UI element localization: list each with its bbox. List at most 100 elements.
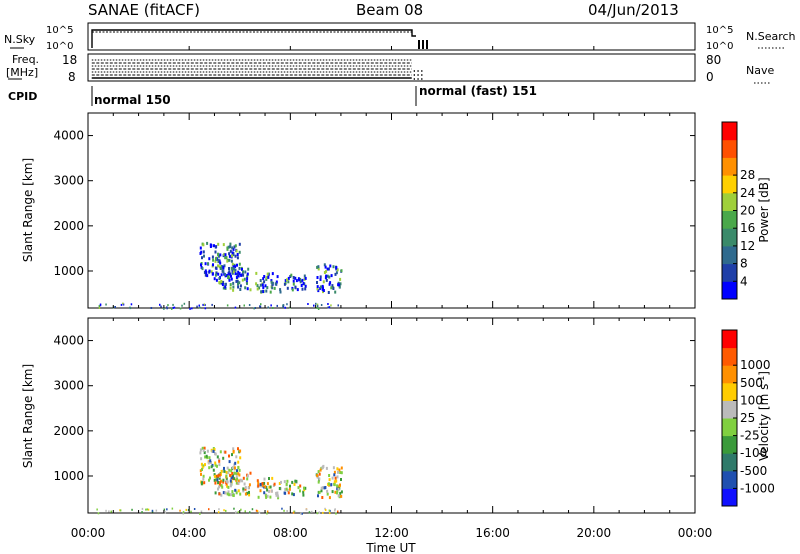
data-cell [224,450,227,454]
colorbar-tick-label: 8 [740,257,748,271]
data-cell [236,273,239,277]
data-cell [202,464,205,468]
noise-tick-bottom-right: 10^0 [706,41,733,52]
noise-blips [418,40,428,49]
data-cell [225,474,228,478]
data-cell [302,493,305,497]
data-cell [277,496,280,500]
data-cell [213,244,215,248]
data-cell [268,485,271,489]
colorbar-segment [722,175,737,194]
data-cell [261,283,264,287]
data-cell [258,286,261,290]
data-cell [330,274,333,278]
data-cell [231,254,233,258]
data-cell [247,267,250,271]
data-cell [146,508,149,511]
data-cell [260,290,263,294]
data-cell [328,482,330,486]
data-cell [214,250,217,254]
data-cell [203,270,206,274]
data-cell [201,468,203,471]
data-cell [340,471,343,475]
data-cell [171,507,174,510]
data-cell [291,492,294,496]
data-cell [266,488,269,492]
data-cell [316,305,319,308]
data-cell [316,303,319,306]
data-cell [299,489,301,493]
data-cell [271,272,274,276]
data-cell [279,290,282,294]
data-cell [244,487,247,491]
data-cell [246,272,249,276]
data-cell [255,509,258,512]
data-cell [334,490,337,494]
data-cell [233,477,236,481]
data-cell [237,447,239,451]
data-cell [326,492,329,496]
data-cell [236,256,239,260]
data-cell [226,492,229,496]
data-cell [236,469,238,473]
data-cell [333,480,336,484]
colorbar-segment [722,139,737,158]
data-cell [325,278,328,282]
data-cell [324,509,327,511]
data-cell [328,478,331,482]
data-cell [242,273,245,277]
data-cell [235,491,238,495]
data-cell [210,461,212,464]
data-cell [207,461,210,465]
colorbar-segment [722,365,737,384]
data-cell [218,459,221,463]
data-cell [246,491,249,495]
data-cell [336,490,339,494]
data-cell [214,259,217,263]
data-cell [249,288,252,292]
data-cell [199,306,201,309]
data-cell [220,281,223,285]
data-cell [235,511,237,514]
data-cell [213,448,216,451]
velocity-colorbar-label: Velocity [m s-1] [757,371,772,461]
data-cell [211,272,214,276]
data-cell [299,484,302,488]
data-cell [286,479,289,483]
data-cell [322,464,325,468]
data-cell [234,488,237,492]
data-cell [302,490,305,494]
data-cell [236,477,239,481]
colorbar-tick-label: -100 [740,446,767,460]
data-cell [242,489,245,493]
data-cell [283,509,285,512]
data-cell [301,278,304,282]
data-cell [264,485,267,489]
data-cell [214,463,217,467]
data-cell [120,303,123,306]
data-cell [150,307,153,309]
data-cell [262,286,265,290]
data-cell [265,276,268,280]
data-cell [203,254,205,258]
data-cell [223,466,225,470]
data-cell [119,509,122,512]
data-cell [278,487,281,490]
data-cell [292,276,295,279]
freq-nave-traces [87,46,696,80]
data-cell [232,270,235,274]
data-cell [328,496,331,500]
data-cell [253,307,255,310]
data-cell [294,276,297,280]
data-cell [330,286,333,290]
data-cell [256,510,259,513]
data-cell [228,454,230,458]
data-cell [172,303,174,306]
data-cell [256,284,259,288]
data-cell [317,267,320,271]
data-cell [241,479,244,483]
data-cell [213,474,216,478]
data-cell [292,279,295,283]
data-cell [225,470,228,474]
data-cell [326,274,329,278]
